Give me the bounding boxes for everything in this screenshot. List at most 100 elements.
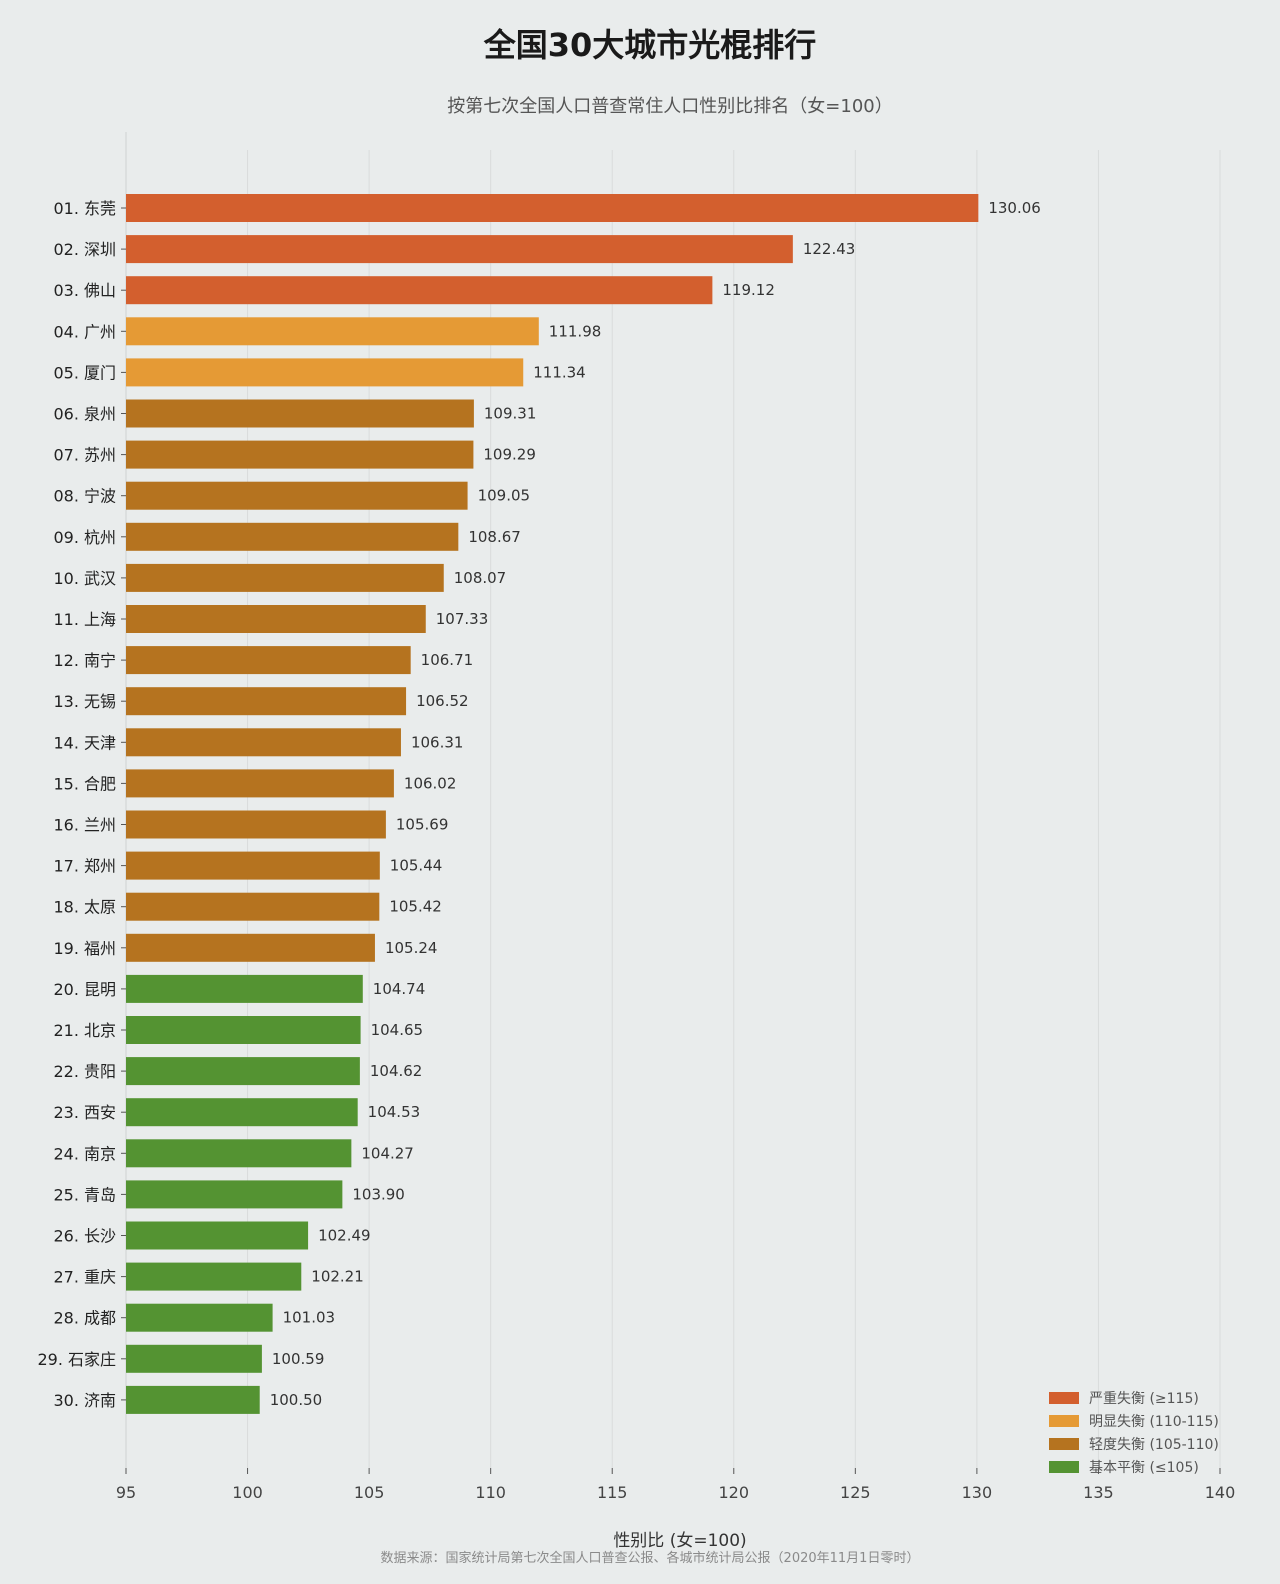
category-label-24: 24. 南京 — [53, 1144, 116, 1163]
value-label-18: 105.42 — [389, 898, 442, 916]
bar-1 — [126, 194, 979, 222]
x-axis-label: 性别比 (女=100) — [613, 1531, 746, 1551]
bar-28 — [126, 1303, 273, 1332]
bar-23 — [126, 1098, 358, 1127]
value-label-13: 106.52 — [416, 692, 469, 710]
x-tick-label-6: 125 — [840, 1483, 871, 1502]
chart-subtitle: 按第七次全国人口普查常住人口性别比排名（女=100） — [447, 96, 893, 117]
bar-13 — [126, 687, 407, 716]
value-label-1: 130.06 — [988, 199, 1041, 217]
bar-12 — [126, 646, 411, 675]
category-label-4: 04. 广州 — [53, 322, 116, 341]
legend-swatch-1 — [1049, 1392, 1079, 1404]
value-label-23: 104.53 — [368, 1103, 421, 1121]
value-label-11: 107.33 — [436, 610, 489, 628]
bar-24 — [126, 1139, 352, 1168]
value-label-5: 111.34 — [533, 363, 586, 381]
bar-19 — [126, 933, 375, 962]
x-tick-label-8: 135 — [1083, 1483, 1114, 1502]
category-label-5: 05. 厦门 — [53, 363, 116, 382]
bar-14 — [126, 728, 401, 757]
bar-10 — [126, 563, 444, 592]
legend-swatch-2 — [1049, 1415, 1079, 1427]
value-label-29: 100.59 — [272, 1350, 325, 1368]
x-tick-label-9: 140 — [1205, 1483, 1236, 1502]
legend-label-1: 严重失衡 (≥115) — [1089, 1391, 1199, 1407]
bar-7 — [126, 440, 474, 469]
legend-label-3: 轻度失衡 (105-110) — [1089, 1437, 1219, 1453]
legend-swatch-4 — [1049, 1461, 1079, 1473]
value-label-14: 106.31 — [411, 733, 464, 751]
category-label-26: 26. 长沙 — [53, 1227, 116, 1246]
value-label-25: 103.90 — [352, 1185, 405, 1203]
category-label-17: 17. 郑州 — [53, 857, 116, 876]
value-label-20: 104.74 — [373, 980, 426, 998]
x-tick-label-0: 95 — [116, 1483, 136, 1502]
category-label-18: 18. 太原 — [53, 898, 116, 917]
category-label-21: 21. 北京 — [53, 1021, 116, 1040]
bar-4 — [126, 317, 539, 346]
value-label-16: 105.69 — [396, 816, 449, 834]
bar-25 — [126, 1180, 343, 1209]
category-label-28: 28. 成都 — [53, 1309, 116, 1328]
value-label-24: 104.27 — [361, 1144, 414, 1162]
category-label-27: 27. 重庆 — [53, 1268, 116, 1287]
category-label-6: 06. 泉州 — [53, 405, 116, 424]
category-label-16: 16. 兰州 — [53, 816, 116, 835]
value-label-30: 100.50 — [270, 1391, 323, 1409]
category-label-10: 10. 武汉 — [53, 569, 116, 588]
category-label-1: 01. 东莞 — [53, 199, 116, 218]
category-label-12: 12. 南宁 — [53, 651, 116, 670]
bar-18 — [126, 892, 380, 921]
category-label-22: 22. 贵阳 — [53, 1062, 116, 1081]
value-label-19: 105.24 — [385, 939, 438, 957]
x-tick-label-2: 105 — [354, 1483, 385, 1502]
category-label-8: 08. 宁波 — [53, 487, 116, 506]
bar-15 — [126, 769, 394, 798]
x-tick-label-7: 130 — [962, 1483, 993, 1502]
bar-21 — [126, 1016, 361, 1044]
bar-22 — [126, 1057, 360, 1086]
x-tick-label-5: 120 — [719, 1483, 750, 1502]
category-label-30: 30. 济南 — [53, 1391, 116, 1410]
bar-29 — [126, 1344, 262, 1373]
value-label-10: 108.07 — [454, 569, 507, 587]
category-label-23: 23. 西安 — [53, 1103, 116, 1122]
bar-17 — [126, 851, 380, 880]
category-label-25: 25. 青岛 — [53, 1185, 116, 1204]
value-label-22: 104.62 — [370, 1062, 423, 1080]
value-label-27: 102.21 — [311, 1268, 364, 1286]
x-tick-label-4: 115 — [597, 1483, 628, 1502]
bar-5 — [126, 358, 524, 387]
value-label-7: 109.29 — [483, 446, 535, 464]
value-label-15: 106.02 — [404, 774, 457, 792]
category-label-11: 11. 上海 — [53, 610, 116, 629]
legend-swatch-3 — [1049, 1438, 1079, 1450]
bar-27 — [126, 1262, 302, 1291]
chart-title: 全国30大城市光棍排行 — [483, 26, 817, 64]
value-label-2: 122.43 — [803, 240, 856, 258]
value-label-8: 109.05 — [478, 487, 531, 505]
category-label-29: 29. 石家庄 — [37, 1350, 116, 1369]
bar-2 — [126, 235, 793, 264]
bar-9 — [126, 522, 459, 551]
category-label-2: 02. 深圳 — [53, 240, 116, 259]
category-label-19: 19. 福州 — [53, 939, 116, 958]
category-label-15: 15. 合肥 — [53, 774, 116, 793]
bar-6 — [126, 399, 474, 428]
value-label-21: 104.65 — [371, 1021, 424, 1039]
value-label-17: 105.44 — [390, 857, 443, 875]
category-label-7: 07. 苏州 — [53, 446, 116, 465]
bar-30 — [126, 1385, 260, 1414]
bar-20 — [126, 974, 363, 1003]
value-label-6: 109.31 — [484, 405, 536, 423]
category-label-3: 03. 佛山 — [53, 281, 116, 300]
category-label-9: 09. 杭州 — [53, 528, 116, 547]
category-label-20: 20. 昆明 — [53, 980, 116, 999]
x-tick-label-3: 110 — [475, 1483, 506, 1502]
value-label-4: 111.98 — [549, 322, 602, 340]
bar-16 — [126, 810, 386, 839]
bar-26 — [126, 1221, 309, 1250]
